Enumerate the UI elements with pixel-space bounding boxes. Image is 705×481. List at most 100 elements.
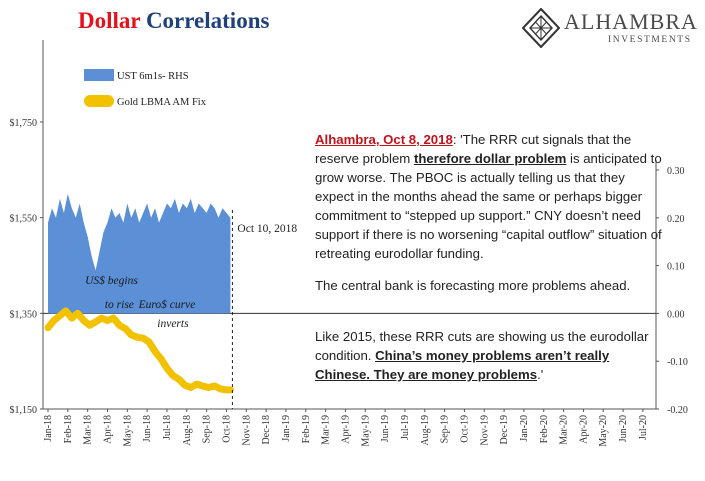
gold-lbma-line [44,307,234,394]
left-tick-label: $1,550 [10,214,38,225]
x-tick-label: Mar-18 [83,415,94,445]
gold-point [217,385,224,393]
chart-annotation: to rise [105,299,134,311]
commentary-text-a: : 'The RRR cut signals that the reserve … [315,132,632,166]
gold-point [151,348,159,355]
gold-point [157,355,165,362]
x-tick-label: Dec-18 [261,415,272,444]
right-tick-label: 0.30 [667,166,685,177]
legend-swatch [84,69,114,81]
x-tick-label: Apr-19 [340,415,351,444]
ust-6m1s-area [48,193,231,314]
right-axis: 0.30 0.20 0.10 0.00 -0.10 -0.20 [655,160,688,416]
gold-point [205,384,212,391]
gold-point [193,380,200,388]
alhambra-diamond-logo-icon [522,8,560,48]
title-word-correlations: Correlations [145,8,270,33]
annotation-layer: Oct 10, 2018 US$ begins to rise Euro$ curve… [85,210,297,409]
commentary-para-2: The central bank is forecasting more pro… [315,278,631,293]
gold-point [140,335,147,342]
x-tick-label: Jul-18 [162,415,173,440]
chart-annotation: US$ begins [85,274,138,287]
commentary-source: Alhambra, Oct 8, 2018 [315,132,453,147]
gold-point [80,317,87,324]
gold-point [98,314,105,322]
gold-point [187,384,194,391]
legend: UST 6m1s- RHS Gold LBMA AM Fix [84,69,207,108]
left-axis: $1,150 $1,350 $1,550 $1,750 [10,40,44,416]
x-tick-label: Jan-18 [43,415,54,442]
gold-point [104,317,111,324]
gold-point [181,381,188,389]
x-tick-label: Jan-19 [281,415,292,442]
gold-point [122,325,129,332]
gold-point [128,331,135,339]
x-tick-label: Jul-20 [638,415,649,440]
gold-point [211,382,218,390]
alhambra-logo: ALHAMBRA INVESTMENTS [522,8,697,50]
commentary-block-2: Like 2015, these RRR cuts are showing us… [315,327,667,384]
chart-title: Dollar Correlations [78,8,269,34]
x-tick-label: Oct-18 [221,415,232,443]
x-tick-label: Feb-18 [63,415,74,443]
x-tick-label: Jul-19 [400,415,411,440]
legend-label: UST 6m1s- RHS [117,71,189,82]
gold-point [199,382,206,390]
left-tick-label: $1,750 [10,118,38,129]
commentary-emph-a: therefore dollar problem [413,151,567,166]
logo-sub: INVESTMENTS [608,35,692,45]
x-tick-label: Mar-19 [321,415,332,445]
legend-label: Gold LBMA AM Fix [117,97,207,108]
gold-point [74,310,81,317]
right-tick-label: 0.10 [667,262,685,273]
gold-point [86,322,93,329]
right-tick-label: 0.20 [667,214,685,225]
gold-point [163,365,171,372]
x-tick-label: Apr-18 [102,415,113,444]
commentary-block: Alhambra, Oct 8, 2018: 'The RRR cut sign… [315,130,667,295]
commentary-emph-b: China’s money problems aren’t really Chi… [315,348,610,382]
gold-point [44,324,52,331]
right-tick-label: -0.20 [667,405,688,416]
gold-point [169,372,177,379]
commentary-para-1: Alhambra, Oct 8, 2018: 'The RRR cut sign… [315,130,667,263]
x-tick-label: Apr-20 [578,415,589,444]
commentary-text-e: .' [537,367,544,382]
x-tick-label: Jan-20 [519,415,530,442]
oct-10-label: Oct 10, 2018 [237,223,297,235]
x-tick-label: Nov-18 [241,415,252,446]
gold-point [110,314,117,322]
left-tick-label: $1,150 [10,405,38,416]
gold-point [134,334,141,341]
gold-point [116,322,123,329]
legend-swatch [84,95,114,107]
gold-point [56,312,64,319]
x-tick-label: May-18 [122,415,133,447]
commentary-text-b: is anticipated to grow worse. The PBOC i… [315,151,662,261]
gold-point [92,318,99,326]
title-word-dollar: Dollar [78,8,141,33]
x-tick-label: Jun-18 [142,415,153,442]
x-tick-label: May-19 [360,415,371,447]
x-tick-label: Sep-18 [202,415,213,443]
x-tick-label: Feb-20 [539,415,550,443]
x-tick-label: Aug-18 [182,415,193,446]
left-tick-label: $1,350 [10,309,38,320]
x-tick-label: Mar-20 [559,415,570,445]
gold-point [175,376,183,383]
x-tick-label: Feb-19 [301,415,312,443]
x-tick-label: Sep-19 [440,415,451,443]
x-tick-label: Nov-19 [479,415,490,446]
x-tick-label: Oct-19 [459,415,470,443]
gold-point [50,317,58,324]
logo-name: ALHAMBRA [564,9,698,34]
right-tick-label: -0.10 [667,357,688,368]
x-tick-label: Aug-19 [420,415,431,446]
gold-point [145,338,153,346]
chart-annotation: Euro$ curve [138,298,196,311]
gold-point [62,307,69,315]
right-tick-label: 0.00 [667,309,685,320]
series-layer [44,193,234,394]
x-tick-label: Jun-19 [380,415,391,442]
